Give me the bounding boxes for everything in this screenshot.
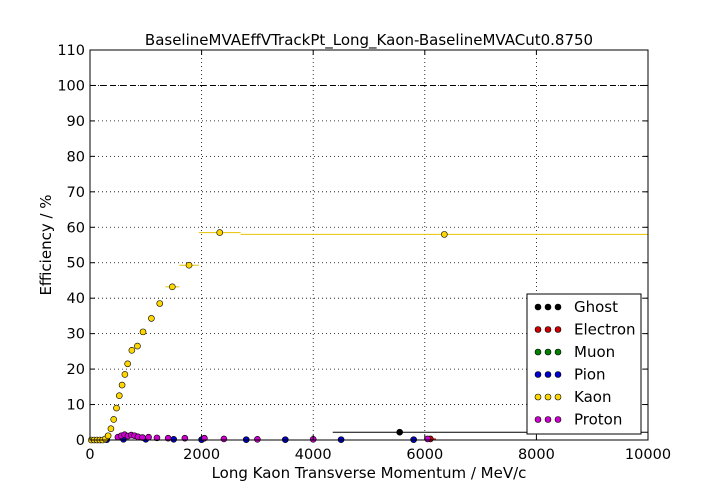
data-point (124, 360, 131, 368)
y-tick-label: 60 (67, 220, 85, 236)
legend-label: Pion (574, 366, 606, 384)
legend-marker (534, 393, 542, 401)
data-point (170, 435, 177, 443)
legend-marker (554, 416, 562, 423)
y-tick-label: 50 (67, 256, 85, 272)
legend-marker (544, 303, 552, 311)
legend-entry-ghost: Ghost (534, 298, 618, 316)
legend-marker (534, 303, 542, 311)
data-point (145, 433, 152, 441)
legend-marker (544, 416, 552, 423)
chart-title: BaselineMVAEffVTrackPt_Long_Kaon-Baselin… (145, 31, 593, 50)
x-tick-label: 6000 (406, 447, 443, 463)
legend-marker (534, 326, 542, 333)
legend-label: Electron (574, 321, 636, 339)
x-tick-label: 2000 (183, 447, 220, 463)
y-axis-label: Efficiency / % (37, 194, 55, 295)
legend-marker (544, 326, 552, 333)
y-tick-label: 10 (67, 398, 85, 414)
data-point (121, 371, 129, 378)
legend-marker (534, 348, 542, 356)
legend-marker (534, 371, 542, 378)
data-point (128, 346, 136, 354)
legend-label: Ghost (574, 298, 618, 316)
legend-label: Proton (574, 411, 622, 429)
data-point (104, 432, 112, 440)
legend-marker (544, 348, 552, 356)
data-point (156, 300, 164, 307)
y-tick-label: 110 (57, 43, 85, 59)
legend-marker (534, 416, 542, 423)
data-point (110, 416, 118, 423)
legend-marker (554, 371, 562, 378)
y-tick-label: 0 (76, 433, 85, 449)
y-tick-label: 70 (67, 185, 85, 201)
data-point (185, 261, 193, 269)
legend-marker (554, 393, 562, 401)
x-tick-label: 4000 (295, 447, 332, 463)
data-point (148, 315, 155, 322)
x-tick-label: 10000 (625, 447, 671, 463)
data-point (396, 428, 403, 436)
data-point (115, 392, 123, 399)
data-point (107, 425, 115, 432)
legend-box (526, 293, 642, 435)
plot-frame (89, 49, 649, 441)
legend-label: Kaon (574, 388, 611, 406)
legend-entry-pion: Pion (534, 366, 606, 384)
y-tick-label: 40 (67, 291, 85, 307)
legend: Ghost Electron Muon Pion Kaon Proton (526, 293, 642, 435)
legend-entry-electron: Electron (534, 321, 636, 339)
x-axis-label: Long Kaon Transverse Momentum / MeV/c (212, 464, 527, 482)
y-tick-label: 90 (67, 114, 85, 130)
y-tick-label: 80 (67, 149, 85, 165)
x-tick-label: 0 (85, 447, 94, 463)
legend-marker (554, 303, 562, 311)
data-point (254, 435, 261, 443)
data-point (220, 435, 228, 443)
data-point (139, 328, 147, 336)
data-point (441, 231, 448, 238)
legend-marker (554, 348, 562, 356)
legend-marker (544, 393, 552, 401)
data-point (134, 342, 141, 350)
legend-marker (544, 371, 552, 378)
legend-entry-proton: Proton (534, 411, 622, 429)
x-tick-label: 8000 (518, 447, 555, 463)
tick-layer: 0 2000 4000 6000 8000 10000 0 10 20 30 40 50 60 70 80 9… (57, 43, 671, 463)
legend-entry-kaon: Kaon (534, 388, 611, 406)
legend-marker (554, 326, 562, 333)
data-point (118, 381, 126, 389)
data-point (153, 434, 161, 442)
y-tick-label: 30 (67, 327, 85, 343)
data-point (424, 435, 431, 443)
legend-entry-muon: Muon (534, 343, 615, 361)
data-point (216, 229, 224, 236)
y-tick-label: 100 (57, 78, 85, 94)
legend-label: Muon (574, 343, 615, 361)
y-tick-label: 20 (67, 362, 85, 378)
data-point (113, 404, 120, 412)
data-point (169, 283, 176, 291)
